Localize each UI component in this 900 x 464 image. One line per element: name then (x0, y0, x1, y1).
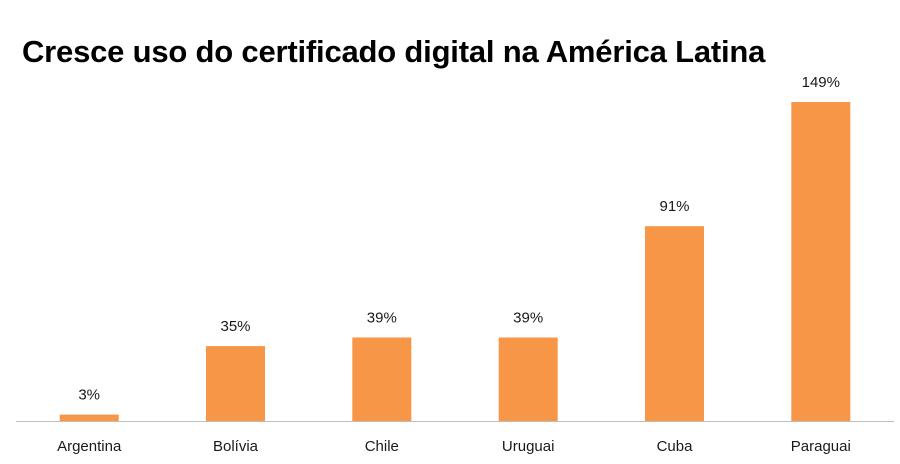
x-tick-label: Bolívia (213, 438, 259, 455)
chart-title: Cresce uso do certificado digital na Amé… (22, 34, 766, 69)
x-tick-label: Cuba (657, 438, 694, 455)
bar-bolivia (206, 346, 265, 421)
x-tick-label: Uruguai (502, 438, 555, 455)
data-label: 35% (220, 318, 250, 335)
x-tick-label: Chile (365, 438, 399, 455)
bar-chile (352, 337, 412, 421)
data-label: 91% (659, 198, 689, 215)
bar-argentina (59, 414, 119, 421)
bar-uruguai (498, 337, 558, 421)
data-label: 39% (513, 310, 543, 327)
data-label: 3% (78, 387, 100, 404)
x-tick-label: Paraguai (791, 438, 851, 455)
data-label: 149% (802, 74, 840, 91)
x-tick-label: Argentina (57, 438, 122, 455)
data-label: 39% (367, 310, 397, 327)
bar-cuba (645, 226, 704, 421)
labels-group: 3% Argentina 35% Bolívia 39% Chile 39% Uruguai 9… (57, 74, 851, 455)
bars-group (59, 102, 851, 421)
bar-paraguai (791, 102, 851, 421)
